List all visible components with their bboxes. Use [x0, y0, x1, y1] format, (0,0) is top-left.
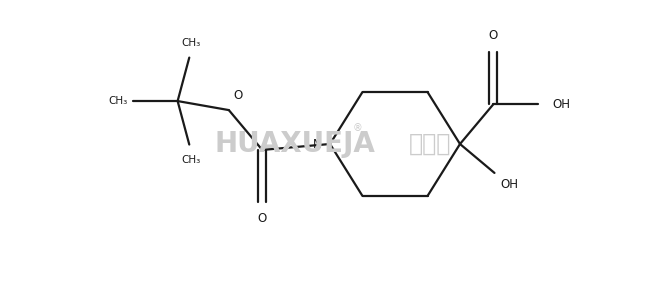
Text: OH: OH — [552, 98, 571, 111]
Text: 化学加: 化学加 — [409, 132, 451, 156]
Text: CH₃: CH₃ — [181, 155, 201, 165]
Text: OH: OH — [500, 178, 519, 191]
Text: O: O — [257, 212, 267, 225]
Text: CH₃: CH₃ — [181, 38, 201, 48]
Text: CH₃: CH₃ — [108, 96, 128, 106]
Text: O: O — [234, 89, 243, 102]
Text: ®: ® — [353, 123, 363, 133]
Text: N: N — [313, 138, 322, 150]
Text: HUAXUEJA: HUAXUEJA — [215, 130, 375, 158]
Text: O: O — [489, 29, 498, 42]
